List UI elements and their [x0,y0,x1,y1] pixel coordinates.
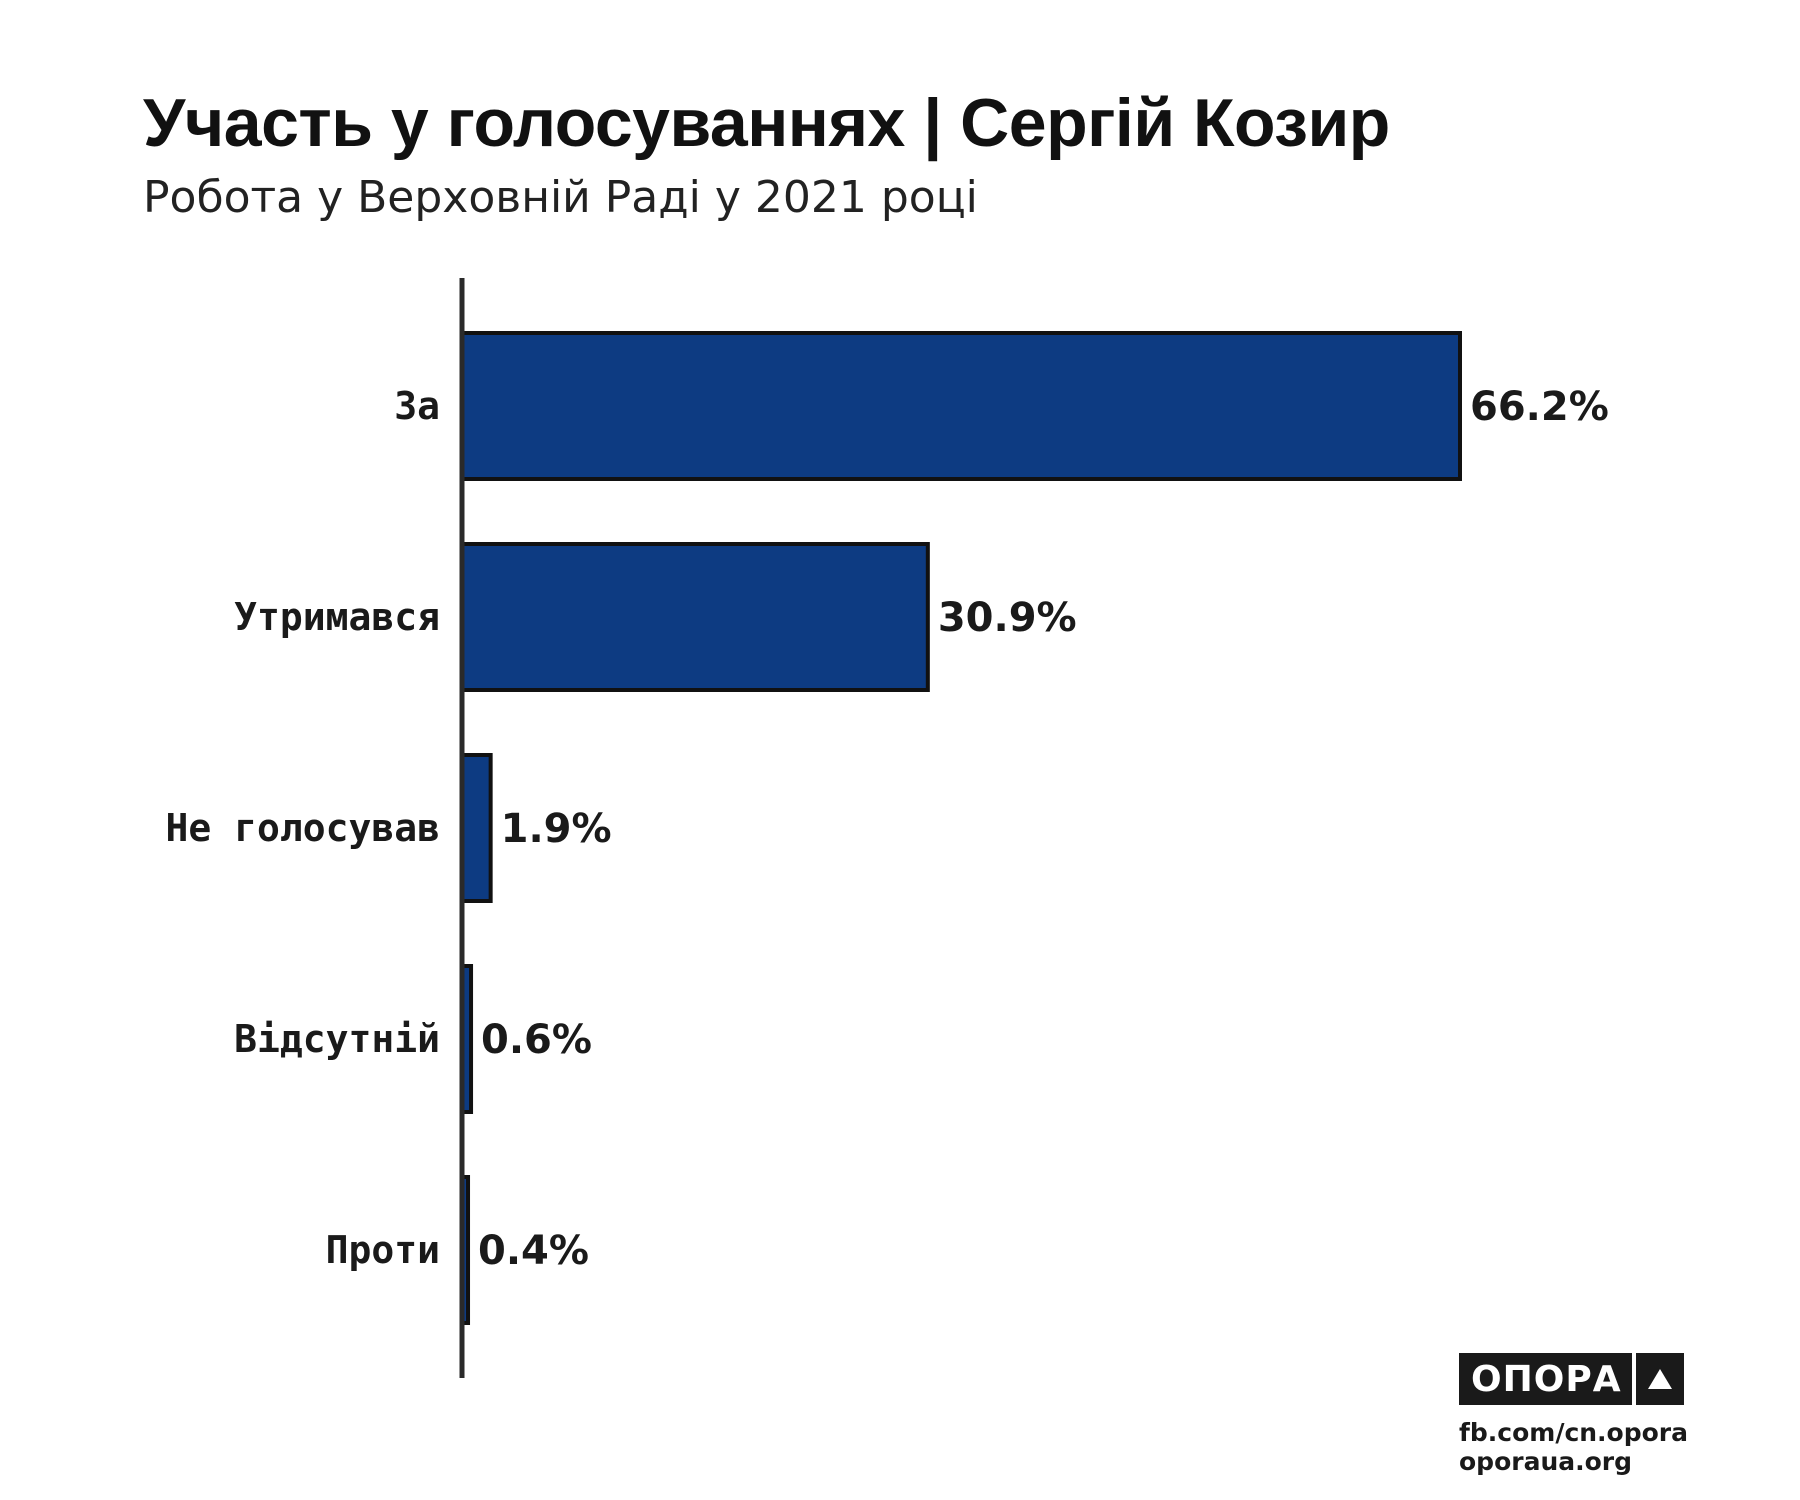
value-label: 0.6% [481,1017,592,1063]
facebook-link[interactable]: fb.com/cn.opora [1459,1418,1689,1447]
category-label: Не голосував [165,806,440,850]
triangle-icon [1635,1353,1684,1405]
category-label: Проти [326,1228,440,1272]
chart-title: Участь у голосуваннях | Сергій Козир [143,85,1390,161]
website-link[interactable]: oporaua.org [1459,1447,1633,1476]
value-label: 30.9% [938,595,1077,641]
bar-3 [460,753,493,903]
category-label: Утримався [234,595,440,639]
value-label: 66.2% [1470,384,1609,430]
bar-2 [460,542,930,692]
footer-links: fb.com/cn.opora oporaua.org [1459,1418,1688,1476]
opora-logo: ОПОРА [1459,1353,1684,1405]
bars: За 66.2% Утримався 30.9% Не голосував 1.9% Від… [165,331,1609,1325]
value-label: 1.9% [501,806,612,852]
bar-1 [460,331,1462,481]
logo-text: ОПОРА [1459,1353,1632,1405]
category-label: За [394,384,440,428]
category-label: Відсутній [234,1017,440,1061]
value-label: 0.4% [478,1228,589,1274]
chart-subtitle: Робота у Верховній Раді у 2021 році [143,172,978,223]
